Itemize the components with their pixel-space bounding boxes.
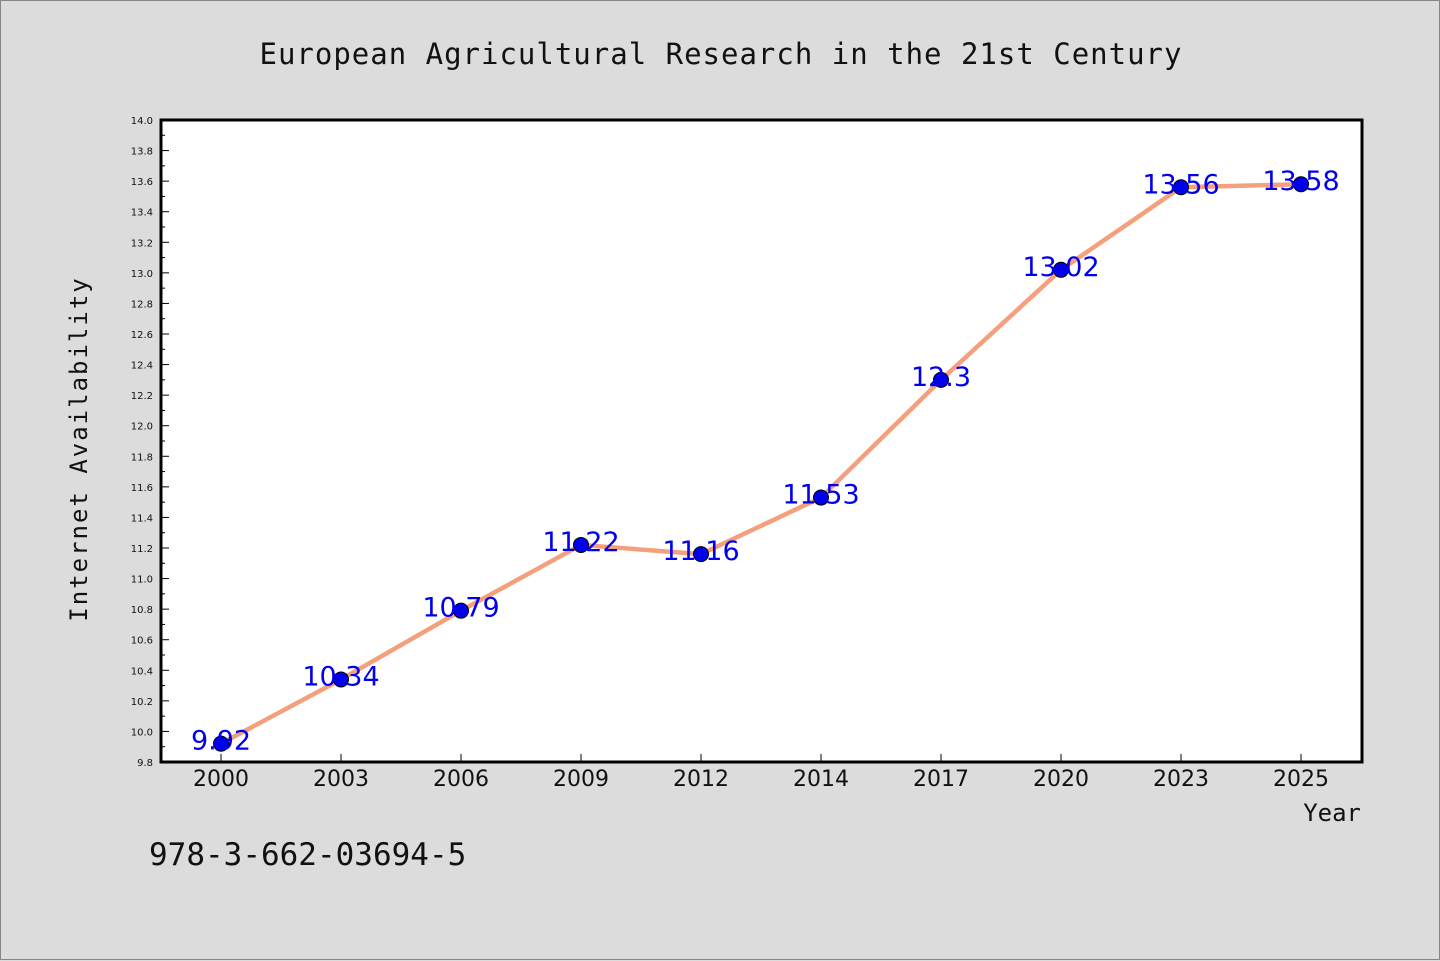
y-tick-label: 11.4	[131, 513, 153, 524]
x-tick-label: 2014	[793, 767, 849, 792]
data-label: 12.3	[911, 362, 971, 393]
data-point	[453, 602, 469, 619]
y-tick-label: 10.4	[131, 666, 153, 677]
y-tick-label: 13.2	[131, 238, 153, 249]
x-axis: 2000 2003 2006 2009 2012 2014 2017 2020 2023 2025	[193, 754, 1329, 792]
y-tick-label: 13.8	[131, 147, 153, 158]
x-tick-label: 2009	[553, 767, 609, 792]
data-point	[1293, 176, 1309, 193]
data-point	[933, 371, 949, 388]
x-tick-label: 2017	[913, 767, 969, 792]
y-tick-label: 13.6	[131, 177, 153, 188]
data-labels: 9.92 10.34 10.79 11.22 11.16 11.53 12.3 13.02 13…	[191, 166, 1340, 756]
y-tick-label: 12.2	[131, 391, 153, 402]
data-point	[693, 546, 709, 563]
y-tick-label: 11.8	[131, 452, 153, 463]
series-line	[218, 181, 1304, 746]
y-tick-label: 11.2	[131, 544, 153, 555]
data-label: 11.22	[542, 527, 619, 558]
plot-area	[159, 118, 1364, 764]
y-tick-label: 13.4	[131, 208, 153, 219]
y-tick-label: 12.6	[131, 330, 153, 341]
data-point	[813, 489, 829, 506]
y-tick-label: 12.8	[131, 299, 153, 310]
y-tick-label: 12.4	[131, 361, 153, 372]
y-tick-label: 10.8	[131, 605, 153, 616]
y-tick-label: 13.0	[131, 269, 153, 280]
data-point	[1173, 179, 1189, 196]
y-axis: 9.8 10.0 10.2 10.4 10.6 10.8 11.0 11.2 11.4 11.6 1…	[131, 116, 169, 769]
x-tick-label: 2006	[433, 767, 489, 792]
y-tick-label: 14.0	[131, 116, 153, 127]
y-tick-label: 10.0	[131, 727, 153, 738]
x-tick-label: 2003	[313, 767, 369, 792]
y-tick-label: 10.6	[131, 636, 153, 647]
x-tick-label: 2000	[193, 767, 249, 792]
isbn-annotation: 978-3-662-03694-5	[149, 837, 466, 873]
data-point	[573, 536, 589, 553]
x-axis-label: Year	[1303, 799, 1361, 827]
y-tick-label: 11.6	[131, 483, 153, 494]
data-label: 10.79	[422, 593, 499, 624]
data-point	[333, 671, 349, 688]
y-tick-label: 9.8	[137, 758, 153, 769]
data-point	[213, 735, 229, 752]
chart-title: European Agricultural Research in the 21…	[260, 37, 1183, 71]
x-tick-label: 2025	[1273, 767, 1329, 792]
data-label: 9.92	[191, 726, 251, 757]
y-tick-label: 11.0	[131, 575, 153, 586]
data-label: 13.56	[1142, 169, 1219, 200]
data-label: 11.53	[782, 480, 859, 511]
data-label: 13.58	[1262, 166, 1339, 197]
x-tick-label: 2023	[1153, 767, 1209, 792]
data-label: 11.16	[662, 536, 739, 567]
y-tick-label: 12.0	[131, 422, 153, 433]
series-line-group	[218, 181, 1304, 746]
data-markers	[213, 176, 1309, 752]
y-tick-label: 10.2	[131, 697, 153, 708]
data-point	[1053, 261, 1069, 278]
x-tick-label: 2020	[1033, 767, 1089, 792]
x-tick-label: 2012	[673, 767, 729, 792]
data-label: 13.02	[1022, 252, 1099, 283]
y-axis-label: Internet Availability	[65, 276, 93, 621]
data-label: 10.34	[302, 661, 379, 692]
